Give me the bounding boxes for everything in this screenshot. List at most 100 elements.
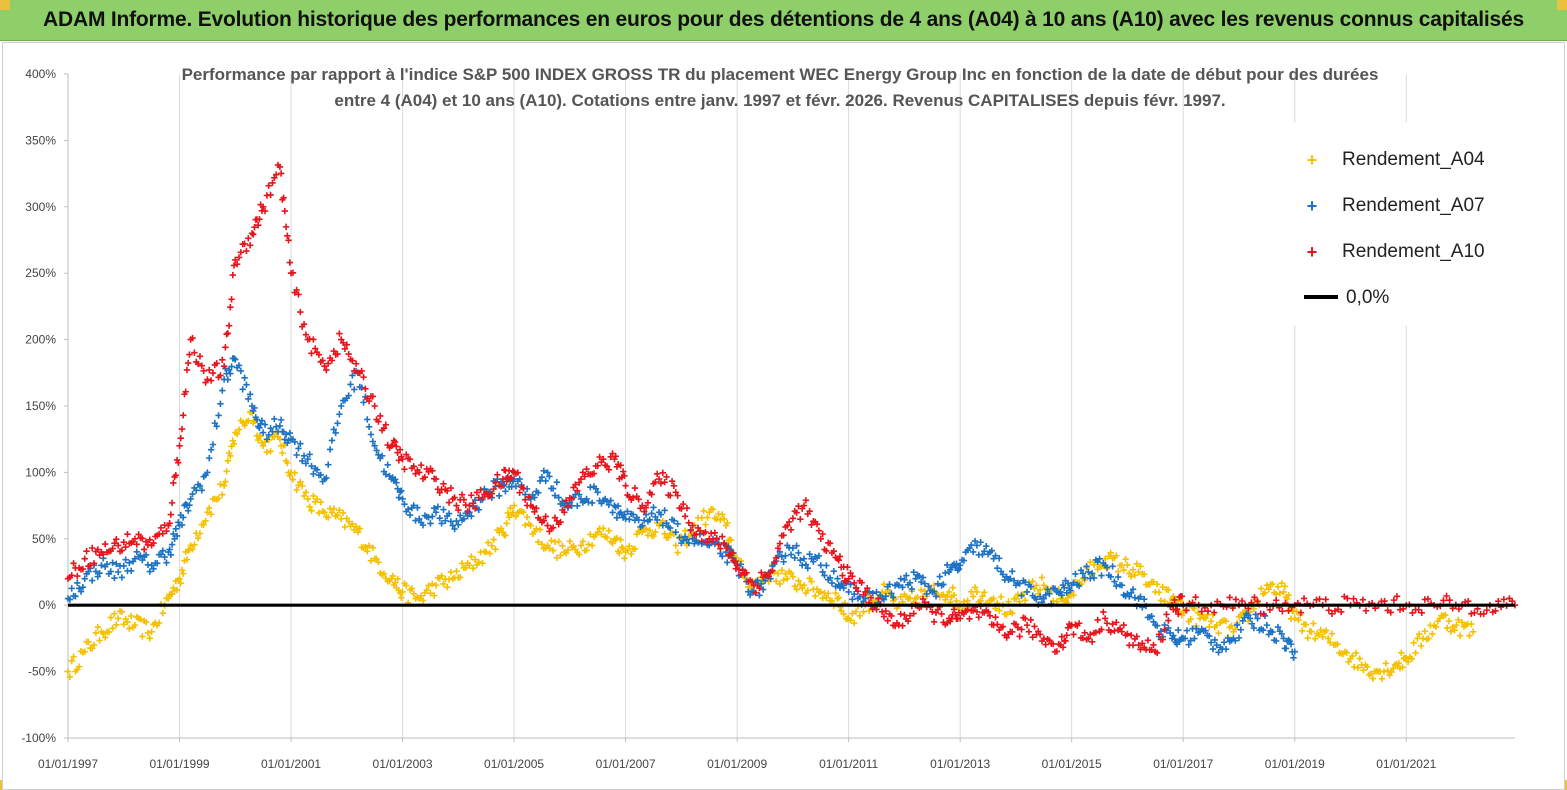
data-point-rendement-a04 — [1033, 582, 1040, 589]
data-point-rendement-a04 — [313, 495, 321, 503]
data-point-rendement-a04 — [1276, 590, 1284, 597]
data-point-rendement-a07 — [79, 583, 87, 591]
data-point-rendement-a04 — [834, 595, 841, 602]
data-point-rendement-a07 — [1005, 576, 1012, 584]
data-point-rendement-a10 — [986, 612, 994, 620]
data-point-rendement-a10 — [668, 478, 676, 485]
data-point-rendement-a07 — [330, 426, 337, 433]
data-point-rendement-a10 — [1118, 628, 1126, 635]
data-point-rendement-a07 — [588, 499, 596, 507]
data-point-rendement-a07 — [96, 570, 103, 577]
data-point-rendement-a10 — [358, 367, 365, 375]
data-point-rendement-a07 — [1150, 618, 1157, 626]
data-point-rendement-a04 — [1334, 640, 1341, 648]
data-point-rendement-a04 — [1364, 663, 1371, 671]
data-point-rendement-a07 — [756, 592, 763, 599]
data-point-rendement-a10 — [94, 546, 101, 553]
legend-marker-a10: + — [1306, 242, 1318, 262]
data-point-rendement-a10 — [351, 367, 358, 375]
data-point-rendement-a04 — [258, 439, 266, 447]
data-point-rendement-a07 — [1140, 595, 1148, 603]
data-point-rendement-a07 — [1109, 563, 1116, 570]
data-point-rendement-a04 — [1302, 621, 1310, 628]
data-point-rendement-a10 — [479, 494, 486, 502]
data-point-rendement-a10 — [815, 527, 823, 534]
data-point-rendement-a10 — [1254, 598, 1261, 605]
data-point-rendement-a07 — [302, 460, 310, 467]
data-point-rendement-a07 — [994, 564, 1001, 572]
data-point-rendement-a04 — [793, 586, 800, 593]
legend-item-a10[interactable]: + Rendement_A10 — [1284, 238, 1510, 268]
data-point-rendement-a10 — [297, 308, 304, 316]
data-point-rendement-a10 — [819, 530, 826, 538]
data-point-rendement-a10 — [256, 215, 263, 223]
data-point-rendement-a07 — [621, 511, 628, 518]
data-point-rendement-a04 — [315, 509, 323, 517]
data-point-rendement-a07 — [1290, 654, 1297, 662]
legend-item-zero-line[interactable]: 0,0% — [1284, 284, 1510, 314]
data-point-rendement-a04 — [196, 530, 204, 537]
data-point-rendement-a10 — [497, 483, 505, 490]
legend-item-a04[interactable]: + Rendement_A04 — [1284, 146, 1510, 176]
data-point-rendement-a07 — [282, 431, 290, 438]
data-point-rendement-a07 — [722, 548, 730, 556]
legend-item-a07[interactable]: + Rendement_A07 — [1284, 192, 1510, 222]
data-point-rendement-a10 — [343, 341, 351, 348]
data-point-rendement-a04 — [559, 542, 566, 549]
data-point-rendement-a04 — [1087, 558, 1094, 566]
data-point-rendement-a04 — [852, 608, 860, 615]
data-point-rendement-a04 — [1395, 659, 1403, 667]
data-point-rendement-a10 — [272, 171, 280, 178]
data-point-rendement-a07 — [481, 485, 488, 493]
chart-title-line-1: Performance par rapport à l'indice S&P 5… — [181, 65, 1379, 84]
data-point-rendement-a10 — [1325, 607, 1333, 614]
data-point-rendement-a10 — [765, 573, 772, 580]
data-point-rendement-a04 — [289, 476, 297, 483]
data-point-rendement-a07 — [319, 478, 326, 485]
data-point-rendement-a10 — [186, 351, 193, 358]
data-point-rendement-a10 — [481, 491, 488, 498]
data-point-rendement-a04 — [609, 540, 616, 547]
data-point-rendement-a04 — [1155, 589, 1163, 596]
data-point-rendement-a10 — [1492, 607, 1499, 615]
data-point-rendement-a04 — [191, 541, 198, 548]
data-point-rendement-a04 — [245, 417, 252, 425]
banner-title: ADAM Informe. Evolution historique des p… — [43, 8, 1524, 31]
data-point-rendement-a04 — [255, 436, 262, 444]
data-point-rendement-a04 — [776, 580, 784, 588]
data-point-rendement-a10 — [531, 508, 538, 515]
data-point-rendement-a04 — [206, 504, 213, 512]
data-point-rendement-a10 — [780, 532, 787, 539]
data-point-rendement-a04 — [949, 584, 956, 591]
data-point-rendement-a10 — [1204, 607, 1212, 615]
data-point-rendement-a07 — [804, 564, 811, 572]
data-point-rendement-a10 — [207, 377, 215, 384]
data-point-rendement-a10 — [453, 502, 460, 509]
data-point-rendement-a07 — [810, 558, 817, 565]
data-point-rendement-a04 — [423, 586, 430, 594]
data-point-rendement-a10 — [1116, 625, 1124, 632]
data-point-rendement-a07 — [916, 572, 923, 580]
data-point-rendement-a07 — [880, 596, 888, 603]
data-point-rendement-a07 — [1154, 622, 1161, 629]
data-point-rendement-a07 — [761, 577, 769, 584]
data-point-rendement-a07 — [68, 585, 75, 592]
data-point-rendement-a10 — [182, 388, 189, 395]
data-point-rendement-a10 — [209, 369, 217, 377]
data-point-rendement-a04 — [851, 619, 858, 627]
data-point-rendement-a07 — [553, 479, 561, 486]
data-point-rendement-a10 — [1440, 597, 1447, 604]
data-point-rendement-a10 — [163, 527, 170, 535]
data-point-rendement-a04 — [70, 653, 77, 660]
data-point-rendement-a10 — [1005, 630, 1012, 638]
data-point-rendement-a10 — [1101, 615, 1109, 622]
data-point-rendement-a07 — [349, 372, 356, 379]
data-point-rendement-a07 — [157, 551, 165, 558]
data-point-rendement-a10 — [674, 492, 681, 499]
data-point-rendement-a04 — [1425, 635, 1432, 642]
data-point-rendement-a07 — [1131, 594, 1139, 601]
data-point-rendement-a07 — [186, 501, 193, 509]
data-point-rendement-a04 — [1120, 566, 1127, 574]
data-point-rendement-a10 — [644, 499, 652, 507]
data-point-rendement-a04 — [1356, 655, 1363, 662]
